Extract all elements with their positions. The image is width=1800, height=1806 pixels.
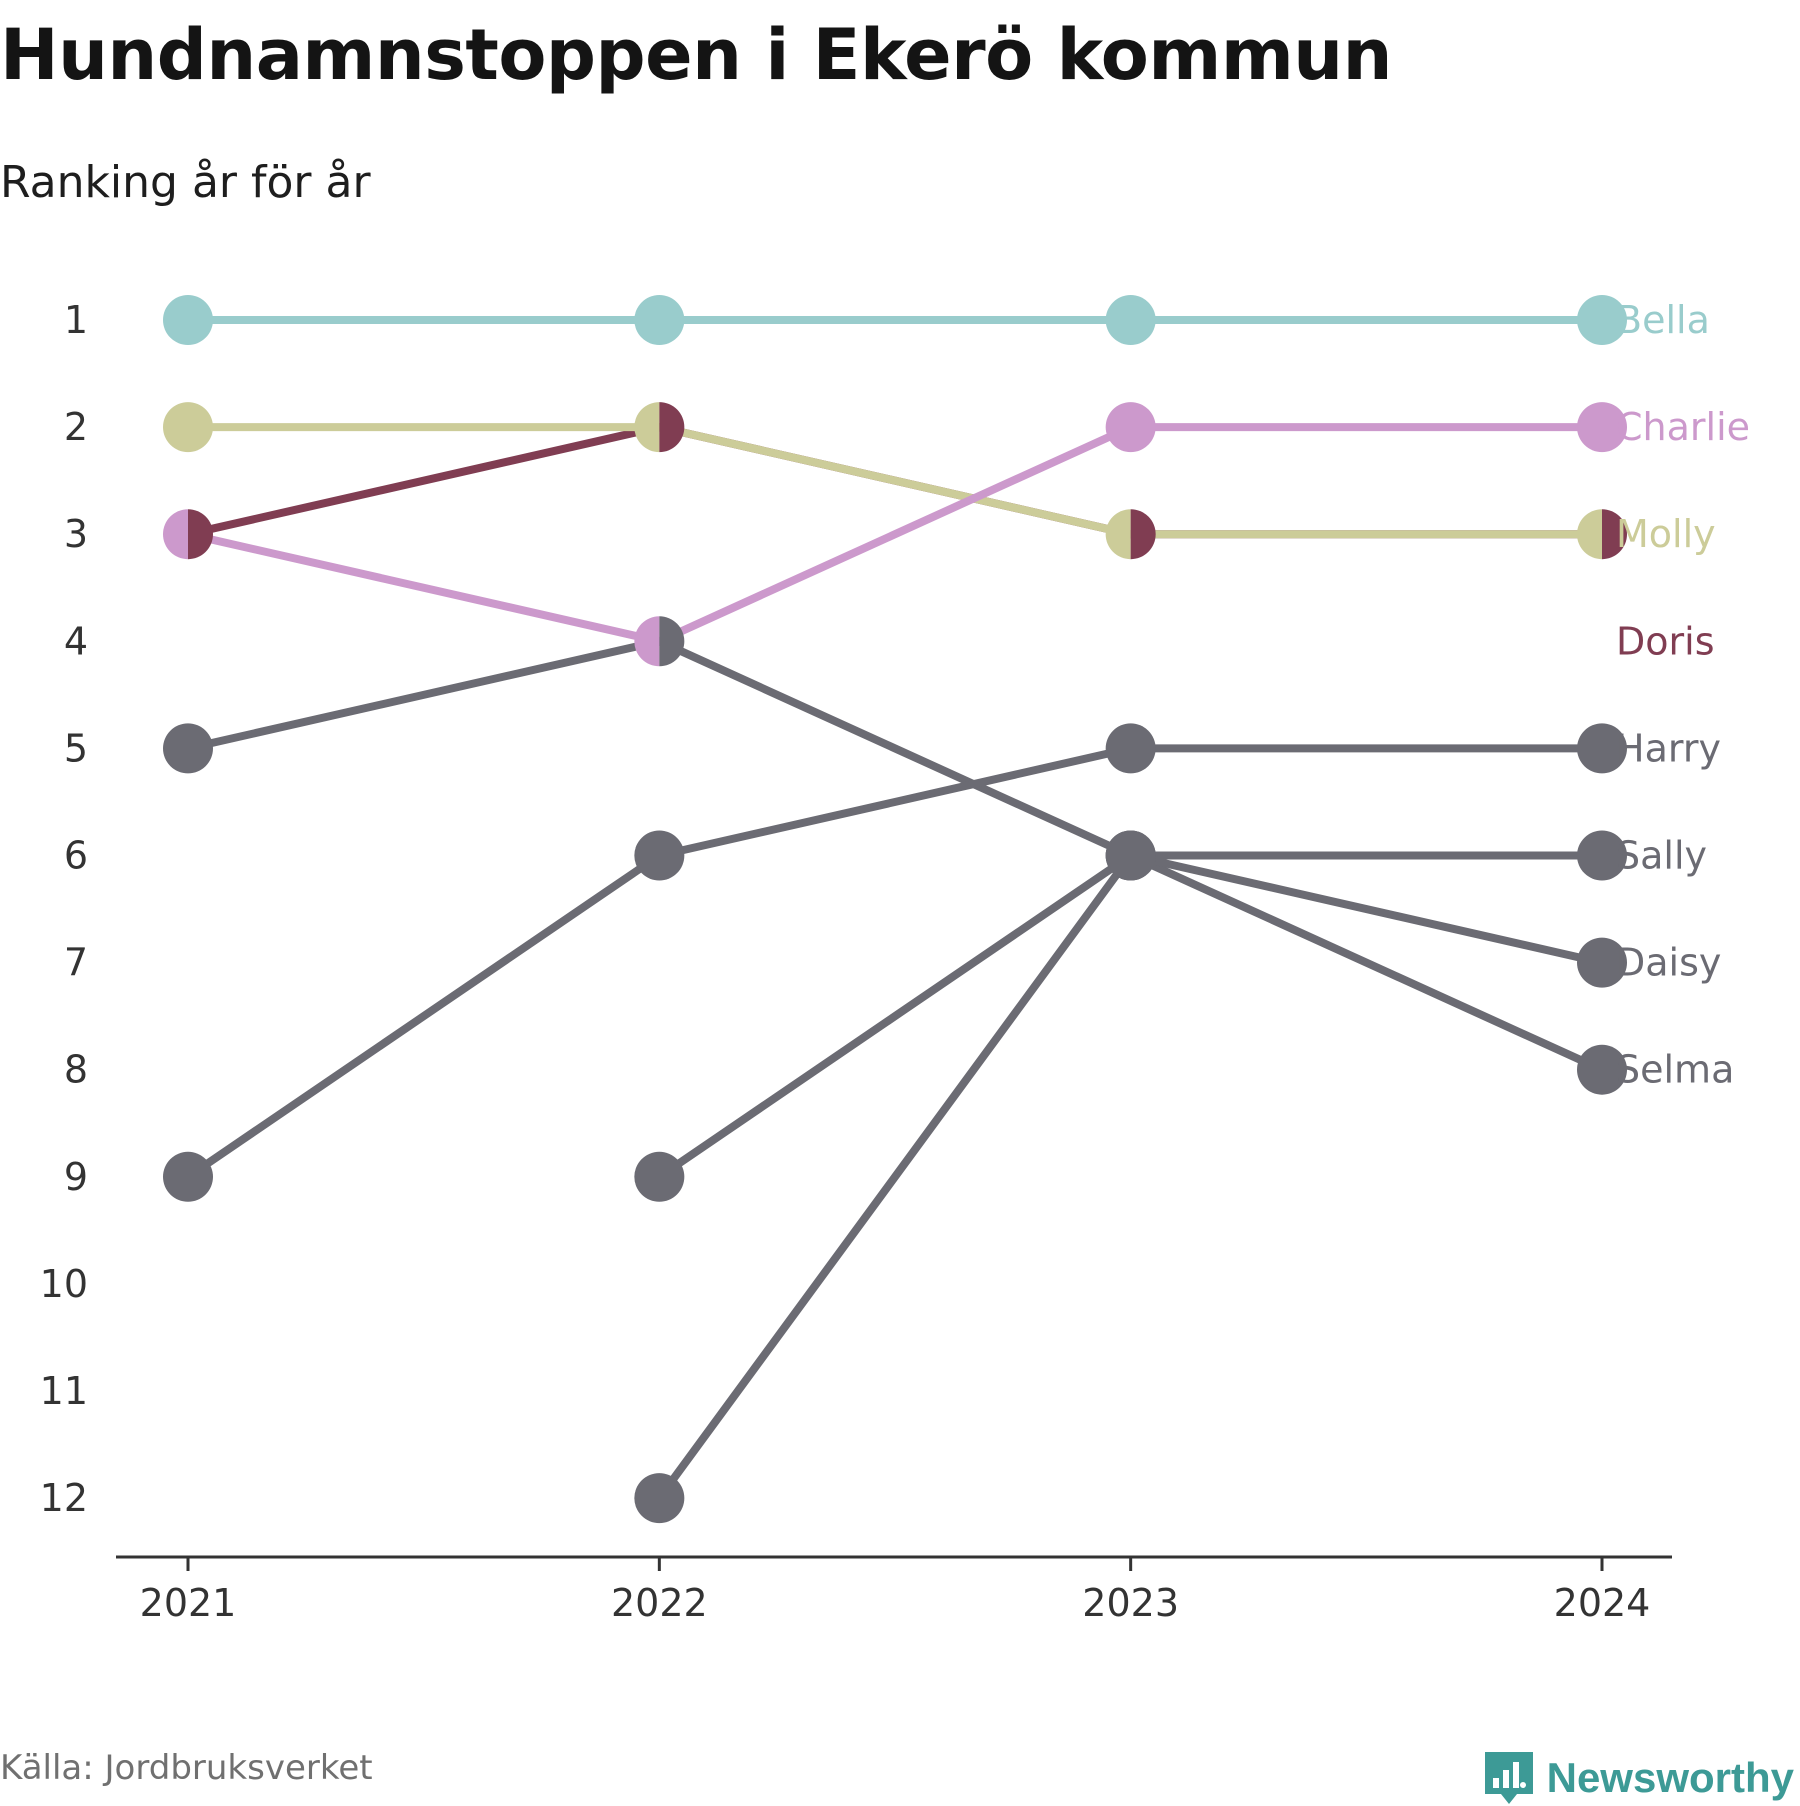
source-note: Källa: Jordbruksverket <box>0 1748 373 1788</box>
point-bella-2022 <box>634 295 685 345</box>
point-doris-2023 <box>1130 509 1156 560</box>
point-selma-2023 <box>1105 830 1156 881</box>
end-label-charlie: Charlie <box>1616 405 1750 449</box>
point-molly-2021 <box>163 402 213 453</box>
end-label-sally: Sally <box>1616 834 1707 878</box>
series-points <box>163 295 1627 1524</box>
end-label-molly: Molly <box>1616 512 1716 556</box>
line-daisy-2021-2022 <box>184 637 664 753</box>
point-selma-2024 <box>1577 1044 1627 1095</box>
y-tick-label-6: 6 <box>64 834 88 878</box>
point-bella-2024 <box>1577 295 1627 345</box>
point-harry-2022 <box>634 830 685 881</box>
end-label-bella: Bella <box>1616 298 1710 342</box>
line-doris-2021-2022 <box>184 423 664 539</box>
point-charlie-2023 <box>1105 402 1156 453</box>
line-selma-2023-2024 <box>1126 851 1606 1074</box>
y-tick-label-7: 7 <box>64 941 88 985</box>
end-label-daisy: Daisy <box>1616 941 1721 985</box>
point-doris-2022 <box>659 402 685 453</box>
series-lines <box>184 316 1606 1503</box>
point-doris-2024 <box>1602 509 1627 560</box>
y-tick-label-3: 3 <box>64 512 88 556</box>
line-charlie-2021-2022 <box>184 530 664 646</box>
y-tick-label-8: 8 <box>64 1048 88 1092</box>
point-sally-2024 <box>1577 830 1627 881</box>
point-selma-2022 <box>634 1473 685 1524</box>
point-daisy-2024 <box>1577 937 1627 988</box>
x-axis-ticks: 2021 2022 2023 2024 <box>140 1557 1651 1625</box>
y-tick-label-10: 10 <box>40 1262 88 1306</box>
line-daisy-2023-2024 <box>1126 851 1606 967</box>
end-label-selma: Selma <box>1616 1048 1734 1092</box>
end-label-doris: Doris <box>1616 619 1715 663</box>
point-charlie-2024 <box>1577 402 1627 453</box>
y-tick-label-2: 2 <box>64 405 88 449</box>
line-selma-2022-2023 <box>655 851 1135 1503</box>
point-molly-2022 <box>634 402 660 453</box>
chart-subtitle: Ranking år för år <box>0 157 371 208</box>
point-molly-2023 <box>1105 509 1131 560</box>
line-harry-2021-2022 <box>184 851 664 1181</box>
line-molly-2022-2023 <box>655 423 1135 539</box>
point-daisy-2021 <box>163 723 213 774</box>
brand[interactable]: Newsworthy <box>1483 1750 1794 1806</box>
series-end-labels: Bella Charlie Molly Doris Harry Sally Daisy Sel… <box>1616 298 1750 1092</box>
point-harry-2024 <box>1577 723 1627 774</box>
y-tick-label-9: 9 <box>64 1155 88 1199</box>
x-tick-label-2021: 2021 <box>140 1581 237 1625</box>
point-harry-2023 <box>1105 723 1156 774</box>
y-tick-label-12: 12 <box>40 1476 88 1520</box>
point-bella-2021 <box>163 295 213 345</box>
line-charlie-2022-2023 <box>655 423 1135 646</box>
x-tick-label-2024: 2024 <box>1554 1581 1651 1625</box>
x-tick-label-2023: 2023 <box>1082 1581 1179 1625</box>
line-daisy-2022-2023 <box>655 637 1135 860</box>
point-bella-2023 <box>1105 295 1156 345</box>
y-tick-label-11: 11 <box>40 1369 88 1413</box>
point-charlie-2021 <box>163 509 188 560</box>
line-sally-2022-2023 <box>655 851 1135 1181</box>
point-charlie-2022 <box>634 616 660 667</box>
y-tick-label-1: 1 <box>64 298 88 342</box>
y-tick-label-5: 5 <box>64 726 88 770</box>
bar-chart-speech-bubble-icon <box>1484 1752 1533 1804</box>
point-sally-2022 <box>634 1151 685 1202</box>
point-harry-2021 <box>163 1151 213 1202</box>
point-molly-2024 <box>1577 509 1602 560</box>
x-tick-label-2022: 2022 <box>611 1581 708 1625</box>
point-doris-2021 <box>188 509 214 560</box>
chart-title: Hundnamnstoppen i Ekerö kommun <box>0 14 1392 96</box>
line-harry-2022-2023 <box>655 744 1135 860</box>
y-tick-label-4: 4 <box>64 619 88 663</box>
brand-name: Newsworthy <box>1546 1754 1794 1801</box>
end-label-harry: Harry <box>1616 726 1721 770</box>
point-daisy-2022 <box>659 616 685 667</box>
